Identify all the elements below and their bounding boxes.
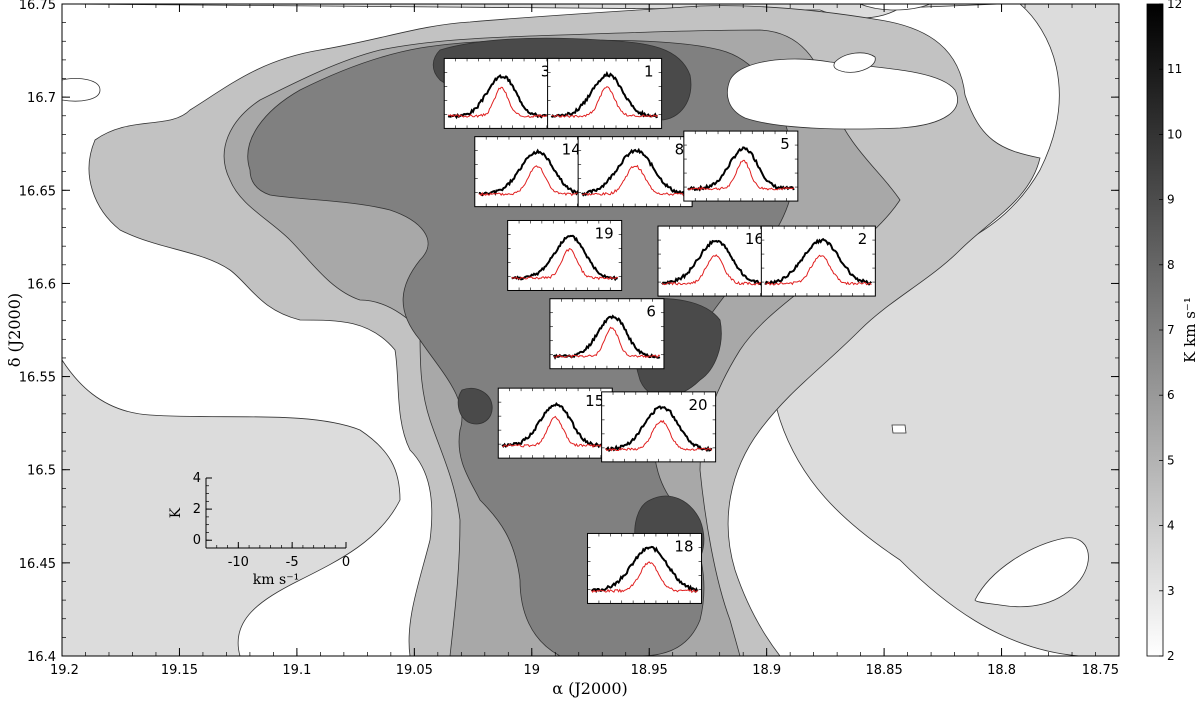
inset-label: 16 (745, 230, 764, 248)
x-tick-label: 19 (524, 663, 541, 678)
colorbar-tick-label: 2 (1167, 649, 1175, 663)
inset-label: 3 (541, 62, 551, 80)
colorbar-tick-label: 5 (1167, 453, 1175, 467)
y-tick-label: 16.7 (27, 91, 56, 106)
x-tick-label: 19.05 (396, 663, 433, 678)
legend-x-label: km s⁻¹ (253, 572, 299, 588)
legend-y-tick-label: 2 (193, 502, 201, 517)
spectrum-line-black (478, 148, 586, 197)
x-tick-label: 19.2 (50, 663, 79, 678)
inset-label: 8 (675, 141, 685, 159)
spectrum-line-red (511, 247, 618, 281)
x-tick-label: 19.1 (282, 663, 311, 678)
inset-spectrum: 2 (760, 225, 876, 297)
legend-x-tick-label: 0 (342, 555, 350, 570)
colorbar-tick-label: 11 (1167, 62, 1182, 76)
spectrum-line-red (447, 86, 555, 119)
inset-spectrum: 1 (547, 57, 663, 129)
spectrum-line-black (764, 237, 873, 286)
x-tick-label: 18.75 (1082, 663, 1119, 678)
inset-spectrum: 6 (549, 298, 665, 370)
x-tick-label: 18.95 (631, 663, 668, 678)
inset-spectrum: 3 (443, 57, 559, 129)
inset-label: 5 (780, 135, 790, 153)
spectrum-line-red (661, 254, 769, 286)
colorbar-tick-label: 12 (1167, 0, 1182, 11)
spectrum-line-black (501, 402, 609, 449)
inset-spectrum: 20 (601, 391, 717, 463)
colorbar-tick-label: 9 (1167, 193, 1175, 207)
spectrum-line-black (447, 74, 555, 120)
spectrum-line-red (478, 165, 585, 197)
y-tick-label: 16.45 (19, 557, 56, 572)
spectrum-line-black (550, 70, 658, 119)
inset-label: 20 (689, 396, 708, 414)
colorbar-tick-label: 8 (1167, 258, 1175, 272)
colorbar-ticks: 2 3 4 5 6 7 8 9 10 11 12 (1159, 0, 1182, 663)
y-tick-label: 16.75 (19, 0, 56, 13)
spectrum-line-red (765, 254, 872, 286)
inset-label: 15 (585, 392, 604, 410)
spectrum-legend-axes: -10 -5 0 0 2 4 km s⁻¹ K (168, 471, 350, 588)
inset-label: 19 (595, 224, 614, 242)
inset-spectrum: 14 (474, 136, 590, 208)
legend-x-tick-label: -10 (228, 555, 249, 570)
spectrum-line-black (661, 239, 769, 288)
spectrum-line-black (687, 146, 795, 192)
inset-spectrum: 15 (497, 387, 613, 459)
contour-hole-3 (833, 52, 876, 73)
colorbar-tick-label: 7 (1167, 323, 1175, 337)
spectrum-line-red (502, 415, 609, 449)
spectrum-line-black (605, 405, 713, 453)
legend-x-tick-label: -5 (286, 555, 299, 570)
inset-spectrum: 19 (507, 219, 623, 291)
x-tick-label: 18.8 (987, 663, 1016, 678)
spectrum-line-black (590, 545, 699, 594)
axis-ticks (61, 3, 1120, 657)
spectrum-line-red (581, 164, 689, 197)
inset-label: 2 (858, 230, 868, 248)
x-axis-label: α (J2000) (552, 679, 628, 698)
contour-hole-5 (62, 78, 101, 102)
y-tick-label: 16.65 (19, 184, 56, 199)
y-tick-label: 16.6 (27, 277, 56, 292)
plot-frame (61, 3, 1120, 657)
inset-spectrum: 18 (587, 532, 703, 604)
x-tick-label: 18.85 (866, 663, 903, 678)
x-tick-label: 18.9 (752, 663, 781, 678)
y-tick-label: 16.55 (19, 371, 56, 386)
spectrum-line-red (591, 561, 698, 593)
inset-label: 14 (562, 141, 581, 159)
axis-tick-labels: 19.2 19.15 19.1 19.05 19 18.95 18.9 18.85 18.8 18… (19, 0, 1119, 678)
contour-hole-2 (974, 537, 1089, 608)
spectrum-line-red (605, 419, 712, 452)
inset-label: 1 (644, 62, 654, 80)
colorbar-tick-label: 4 (1167, 519, 1175, 533)
legend-y-label: K (168, 507, 184, 518)
colorbar-tick-label: 3 (1167, 584, 1175, 598)
contour-hole-1 (727, 58, 958, 130)
colorbar-tick-label: 10 (1167, 127, 1182, 141)
legend-y-tick-label: 0 (193, 533, 201, 548)
colorbar-label: K km s⁻¹ (1181, 297, 1199, 363)
x-tick-label: 19.15 (161, 663, 198, 678)
inset-spectrum: 16 (657, 225, 773, 297)
inset-spectrum: 5 (683, 130, 799, 202)
spectrum-line-red (687, 159, 795, 191)
y-tick-label: 16.5 (27, 464, 56, 479)
y-axis-label: δ (J2000) (5, 293, 24, 367)
inset-label: 6 (646, 303, 656, 321)
legend-y-tick-label: 4 (193, 471, 201, 486)
inset-label: 18 (674, 537, 693, 555)
spectrum-line-black (581, 147, 689, 198)
y-tick-label: 16.4 (27, 650, 56, 665)
inset-spectrum: 8 (577, 136, 693, 208)
inset-spectra: 3 1 14 8 5 19 16 2 6 15 20 18 (443, 57, 876, 604)
spectrum-line-red (551, 86, 658, 119)
spectrum-line-red (553, 326, 661, 359)
contour-hole-4 (891, 424, 907, 434)
colorbar-tick-label: 6 (1167, 388, 1175, 402)
